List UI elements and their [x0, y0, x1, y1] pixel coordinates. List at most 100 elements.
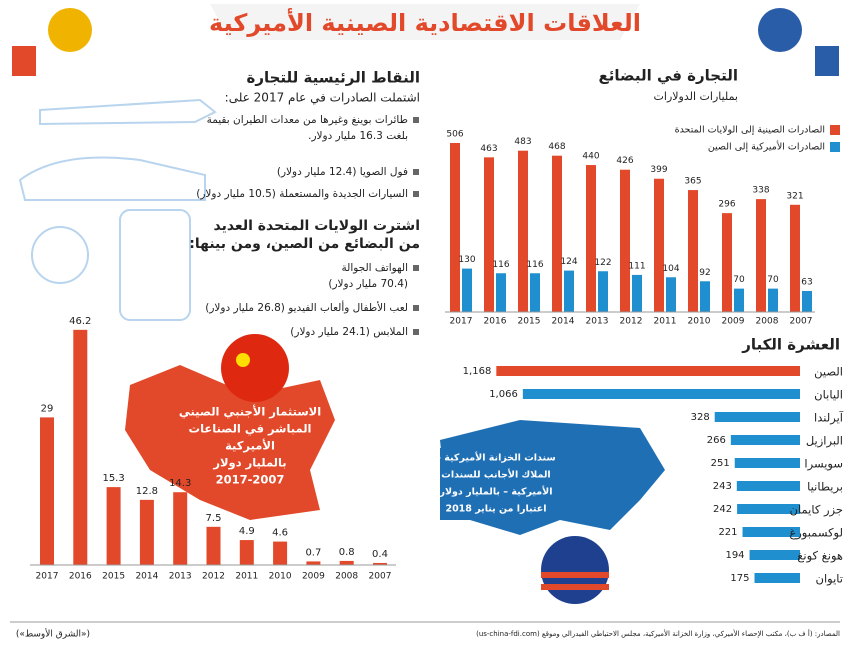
source: المصادر: (أ ف ب)، مكتب الإحصاء الأميركي،…: [476, 629, 840, 638]
sleeve-icon: [815, 46, 839, 76]
x-tick-label: 2011: [654, 317, 677, 327]
value-label: 4.9: [239, 526, 255, 537]
value-label: 426: [616, 156, 633, 166]
category-label: الصين: [814, 365, 843, 380]
value-label: 266: [707, 435, 726, 446]
bar: [768, 288, 778, 312]
bar: [749, 550, 800, 560]
bullet: [413, 305, 419, 311]
value-label: 29: [41, 403, 54, 414]
x-tick-label: 2012: [202, 572, 225, 582]
bar: [484, 157, 494, 312]
plane-icon: [39, 98, 217, 126]
annotation: المباشر في الصناعات: [189, 422, 312, 436]
bullet-text: السيارات الجديدة والمستعملة (10.5 مليار …: [196, 188, 408, 200]
annotation: اعتبارا من يناير 2018: [445, 504, 546, 515]
bullet-text: الملابس (24.1 مليار دولار): [290, 326, 408, 338]
category-label: تايوان: [816, 572, 844, 587]
x-tick-label: 2010: [269, 572, 292, 582]
flag-star: [236, 353, 250, 367]
x-tick-label: 2013: [169, 572, 192, 582]
x-tick-label: 2014: [135, 572, 158, 582]
value-label: 296: [718, 200, 735, 210]
x-tick-label: 2008: [756, 317, 779, 327]
chart-title: التجارة في البضائع: [599, 67, 738, 85]
x-tick-label: 2016: [69, 572, 92, 582]
x-tick-label: 2008: [335, 572, 358, 582]
china-flag: [221, 334, 289, 402]
bar: [742, 527, 800, 537]
bar: [734, 288, 744, 312]
flag-stripe: [541, 572, 609, 578]
bar: [756, 199, 766, 312]
category-label: البرازيل: [806, 434, 843, 449]
bar: [518, 150, 528, 312]
bar: [714, 412, 800, 422]
value-label: 321: [786, 191, 803, 201]
value-label: 1,168: [463, 366, 492, 377]
x-tick-label: 2010: [688, 317, 711, 327]
x-tick-label: 2007: [369, 572, 392, 582]
legend-swatch: [830, 142, 840, 152]
category-label: لوكسمبورغ: [789, 526, 843, 541]
phone-icon: [119, 209, 191, 321]
bar: [790, 204, 800, 312]
section-title: اشترت الولايات المتحدة العديد: [213, 218, 420, 234]
bullet: [413, 191, 419, 197]
value-label: 221: [718, 527, 737, 538]
value-label: 365: [684, 177, 701, 187]
value-label: 242: [713, 504, 732, 515]
title-banner: [210, 4, 640, 40]
category-label: جزر كايمان: [790, 503, 843, 518]
bar: [530, 273, 540, 312]
bullet-text: بلغت 16.3 مليار دولار.: [308, 130, 408, 142]
credit: («الشرق الأوسط»): [16, 628, 90, 640]
value-label: 12.8: [136, 486, 158, 497]
bar: [496, 273, 506, 312]
x-tick-label: 2017: [450, 317, 473, 327]
chart-subtitle: بمليارات الدولارات: [654, 90, 738, 103]
bar: [754, 573, 800, 583]
bar: [734, 458, 800, 468]
bar: [737, 504, 800, 514]
car-icon: [18, 156, 206, 201]
chart-title: العشرة الكبار: [741, 336, 840, 354]
value-label: 0.4: [372, 549, 388, 560]
x-tick-label: 2012: [620, 317, 643, 327]
x-tick-label: 2015: [518, 317, 541, 327]
annotation: سندات الخزانة الأميركية –: [436, 452, 556, 464]
annotation: الملاك الأجانب للسندات: [441, 469, 550, 481]
value-label: 483: [514, 137, 531, 147]
bar: [40, 417, 54, 565]
flag-stripe: [541, 584, 609, 590]
bar: [239, 540, 254, 565]
value-label: 399: [650, 165, 667, 175]
category-label: سويسرا: [804, 457, 843, 472]
value-label: 70: [767, 275, 779, 285]
bar: [552, 155, 562, 312]
value-label: 15.3: [102, 473, 124, 484]
value-label: 194: [725, 550, 744, 561]
bar: [730, 435, 800, 445]
x-tick-label: 2016: [484, 317, 507, 327]
bullet: [413, 265, 419, 271]
bar: [620, 169, 630, 312]
sleeve-icon: [12, 46, 36, 76]
bar: [722, 213, 732, 312]
category-label: بريطانيا: [807, 480, 843, 495]
value-label: 70: [733, 275, 745, 285]
bar: [450, 142, 460, 312]
bar: [306, 561, 321, 565]
value-label: 104: [662, 264, 679, 274]
china-map: [125, 365, 335, 520]
section-intro: اشتملت الصادرات في عام 2017 على:: [225, 91, 420, 106]
bar: [373, 562, 387, 565]
value-label: 7.5: [206, 513, 222, 524]
value-label: 506: [446, 129, 463, 139]
bullet-text: (70.4 مليار دولار): [328, 278, 408, 290]
bullet-text: لعب الأطفال وألعاب الفيديو (26.8 مليار د…: [205, 300, 408, 314]
annotation-box: [440, 448, 552, 520]
annotation: الاستثمار الأجنبي الصيني: [179, 405, 321, 419]
x-tick-label: 2009: [722, 317, 745, 327]
